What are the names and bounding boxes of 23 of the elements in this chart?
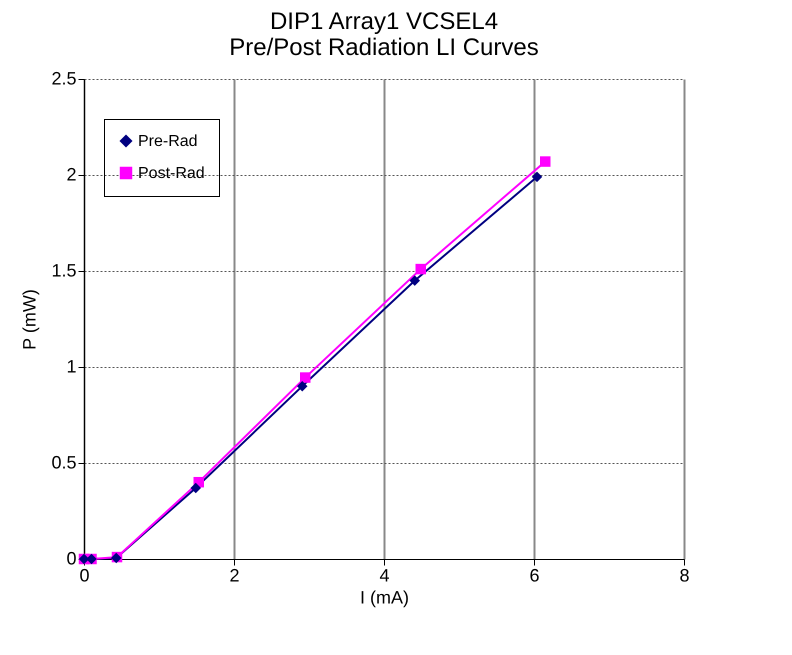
y-axis-title: P (mW): [19, 289, 40, 350]
x-tick-label: 6: [529, 566, 540, 586]
chart-title: DIP1 Array1 VCSEL4 Pre/Post Radiation LI Curves: [229, 8, 539, 61]
point: [410, 275, 420, 286]
x-axis-title: I (mA): [360, 588, 409, 608]
y-tick-label: 0.5: [51, 452, 76, 472]
y-tick-label: 0: [66, 548, 76, 568]
point: [532, 172, 542, 182]
y-tick-label: 2.5: [51, 68, 76, 88]
y-tick-label: 1: [66, 356, 76, 376]
y-tick-label: 1.5: [51, 260, 76, 280]
x-tick-label: 0: [79, 566, 90, 586]
point: [540, 156, 550, 167]
point: [416, 264, 426, 274]
legend-label: Post-Rad: [138, 165, 205, 182]
point: [190, 482, 201, 494]
x-tick-label: 8: [679, 566, 690, 586]
point: [300, 372, 310, 383]
x-tick-label: 2: [229, 566, 240, 586]
legend-label: Pre-Rad: [138, 133, 198, 150]
x-tick-label: 4: [379, 566, 390, 586]
point: [297, 380, 308, 392]
y-tick-label: 2: [66, 164, 76, 184]
